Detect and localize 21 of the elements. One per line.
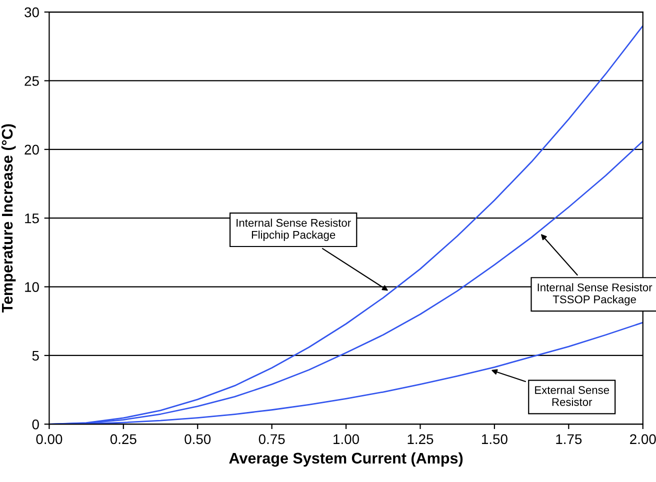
x-tick-label: 0.50 <box>184 434 211 444</box>
y-tick-label: 20 <box>24 144 39 155</box>
annotation: External Sense Resistor <box>535 386 610 406</box>
x-tick-label: 0.75 <box>258 434 285 444</box>
x-tick-label: 0.00 <box>36 434 62 444</box>
y-tick-label: 30 <box>24 7 39 18</box>
x-tick-label: 1.75 <box>556 434 582 444</box>
y-tick-label: 0 <box>32 419 39 430</box>
x-axis-title: Average System Current (Amps) <box>229 452 463 467</box>
y-tick-label: 15 <box>25 214 39 224</box>
x-tick-label: 1.25 <box>408 434 434 444</box>
y-axis-title: Temperature Increase (°C) <box>1 124 16 313</box>
annotation: Internal Sense Resistor Flipchip Package <box>236 218 351 241</box>
x-tick-label: 2.00 <box>630 434 656 444</box>
x-tick-label: 1.50 <box>482 434 508 444</box>
y-tick-label: 10 <box>25 282 39 292</box>
annotation: Internal Sense Resistor TSSOP Package <box>538 283 652 306</box>
x-tick-label: 0.25 <box>110 434 136 444</box>
y-tick-label: 25 <box>24 76 39 86</box>
y-tick-label: 5 <box>32 350 39 361</box>
x-tick-label: 1.00 <box>334 434 360 444</box>
